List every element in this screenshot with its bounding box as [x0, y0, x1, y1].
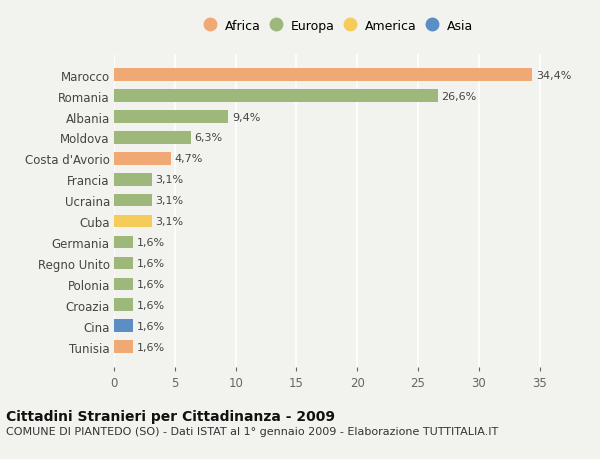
- Text: 1,6%: 1,6%: [137, 342, 165, 352]
- Text: 1,6%: 1,6%: [137, 237, 165, 247]
- Bar: [114, 257, 133, 269]
- Text: 1,6%: 1,6%: [137, 258, 165, 269]
- Bar: [114, 132, 191, 145]
- Text: Cittadini Stranieri per Cittadinanza - 2009: Cittadini Stranieri per Cittadinanza - 2…: [6, 409, 335, 423]
- Text: 26,6%: 26,6%: [441, 91, 476, 101]
- Bar: [114, 278, 133, 291]
- Text: 3,1%: 3,1%: [155, 217, 184, 227]
- Bar: [114, 174, 152, 186]
- Text: 1,6%: 1,6%: [137, 300, 165, 310]
- Text: COMUNE DI PIANTEDO (SO) - Dati ISTAT al 1° gennaio 2009 - Elaborazione TUTTITALI: COMUNE DI PIANTEDO (SO) - Dati ISTAT al …: [6, 426, 498, 436]
- Bar: [114, 69, 532, 82]
- Text: 3,1%: 3,1%: [155, 196, 184, 206]
- Text: 1,6%: 1,6%: [137, 321, 165, 331]
- Bar: [114, 236, 133, 249]
- Text: 4,7%: 4,7%: [175, 154, 203, 164]
- Text: 34,4%: 34,4%: [536, 71, 571, 80]
- Bar: [114, 299, 133, 311]
- Bar: [114, 215, 152, 228]
- Bar: [114, 341, 133, 353]
- Bar: [114, 319, 133, 332]
- Legend: Africa, Europa, America, Asia: Africa, Europa, America, Asia: [203, 17, 475, 36]
- Text: 1,6%: 1,6%: [137, 279, 165, 289]
- Text: 3,1%: 3,1%: [155, 175, 184, 185]
- Bar: [114, 90, 437, 103]
- Bar: [114, 195, 152, 207]
- Text: 6,3%: 6,3%: [194, 133, 223, 143]
- Bar: [114, 111, 229, 123]
- Text: 9,4%: 9,4%: [232, 112, 260, 122]
- Bar: [114, 153, 171, 165]
